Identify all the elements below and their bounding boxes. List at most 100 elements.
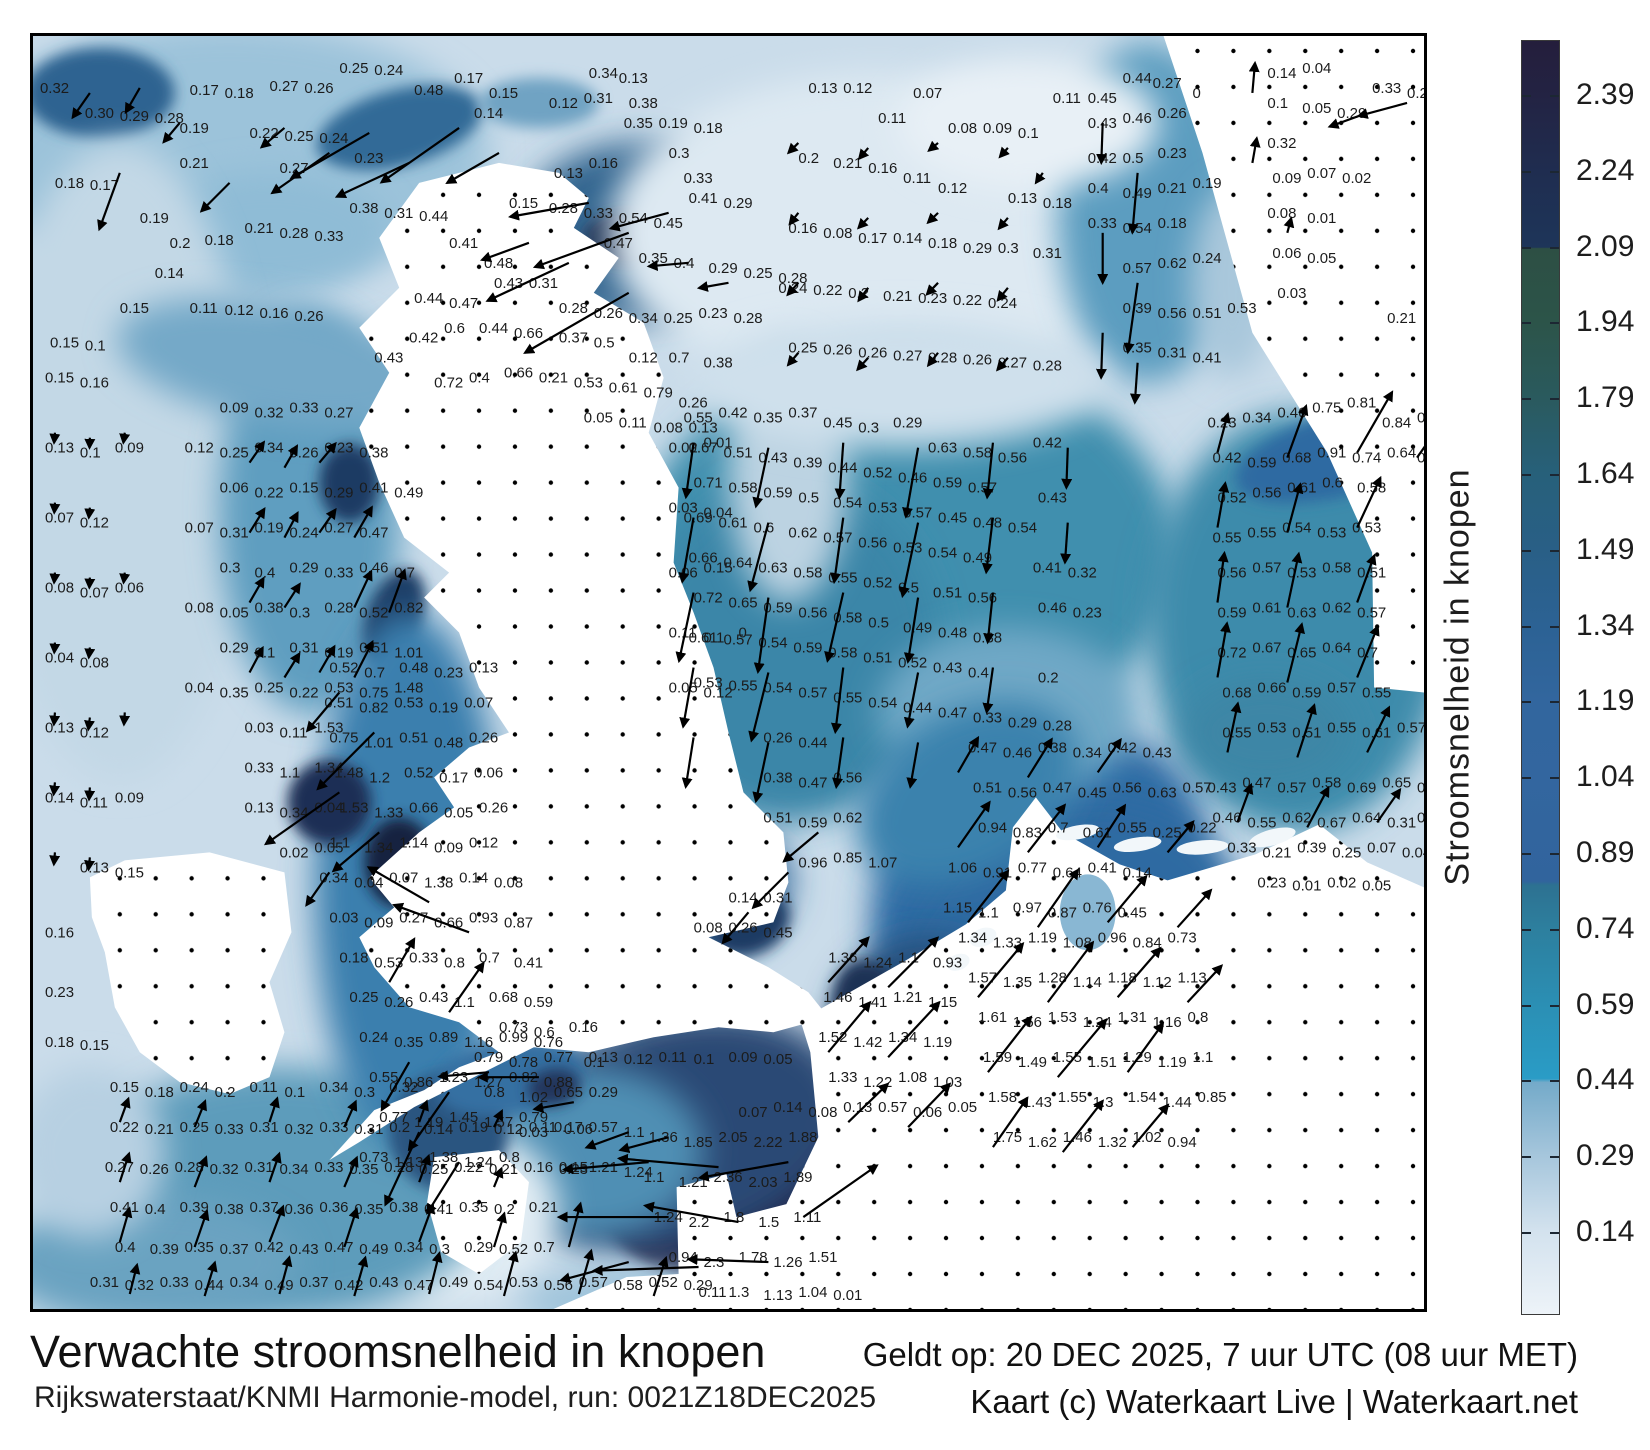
current-value-label: 1.1 <box>624 1124 645 1141</box>
current-arrow <box>1096 737 1122 774</box>
current-value-label: 1.16 <box>464 1034 493 1051</box>
current-value-label: 0.51 <box>1357 565 1386 582</box>
current-value-label: 0.33 <box>409 949 438 966</box>
current-value-label: 0.53 <box>868 500 897 517</box>
current-value-label: 0.43 <box>369 1274 398 1291</box>
current-value-label: 0.53 <box>324 679 353 696</box>
current-value-label: 0.42 <box>1108 739 1137 756</box>
current-arrow <box>1216 481 1230 528</box>
current-value-label: 0.35 <box>459 1199 488 1216</box>
current-arrow <box>987 1015 1033 1073</box>
current-value-label: 0.03 <box>1277 285 1306 302</box>
current-value-label: 0.19 <box>659 115 688 132</box>
current-value-label: 0.82 <box>359 699 388 716</box>
current-value-label: 0.14 <box>1267 65 1296 82</box>
current-value-label: 1.1 <box>898 949 919 966</box>
current-arrow <box>748 672 770 743</box>
current-arrow <box>119 432 131 445</box>
colorbar-tick <box>1550 853 1559 855</box>
current-value-label: 0.96 <box>1098 929 1127 946</box>
current-value-label: 0.26 <box>594 305 623 322</box>
current-value-label: 0.35 <box>220 684 249 701</box>
current-value-label: 0.25 <box>664 310 693 327</box>
current-value-label: 0.27 <box>105 1159 134 1176</box>
current-arrow <box>84 717 95 732</box>
current-arrow <box>1061 1099 1105 1153</box>
current-value-label: 0.05 <box>314 839 343 856</box>
current-value-label: 0.11 <box>699 1284 727 1301</box>
current-value-label: 0.09 <box>983 120 1012 137</box>
current-value-label: 0.06 <box>564 1121 593 1138</box>
current-value-label: 0.34 <box>589 65 618 82</box>
current-arrow <box>448 961 485 1013</box>
current-value-label: 0.07 <box>45 510 74 527</box>
current-value-label: 0.19 <box>140 210 169 227</box>
field-blob <box>116 297 433 428</box>
current-value-label: 0.12 <box>185 440 214 457</box>
colorbar-tick <box>1550 95 1559 97</box>
current-arrow <box>887 1000 941 1058</box>
current-value-label: 0.62 <box>788 525 817 542</box>
current-value-label: 0.65 <box>554 1084 583 1101</box>
current-value-label: 0.58 <box>833 610 862 627</box>
current-arrow <box>305 871 331 907</box>
field-blob <box>30 48 175 138</box>
current-value-label: 0.11 <box>80 794 108 811</box>
current-value-label: 1.44 <box>1163 1094 1192 1111</box>
current-value-label: 0.18 <box>145 1084 174 1101</box>
current-value-label: 1.8 <box>724 1209 745 1226</box>
current-value-label: 0.23 <box>45 984 74 1001</box>
current-value-label: 0.26 <box>823 342 852 359</box>
colorbar-tick <box>1522 1156 1531 1159</box>
current-arrow <box>263 791 340 846</box>
current-value-label: 0.57 <box>1123 260 1152 277</box>
current-value-label: 0.28 <box>155 110 184 127</box>
current-value-label: 0.61 <box>1287 480 1316 497</box>
current-value-label: 0.29 <box>464 1239 493 1256</box>
current-value-label: 0.35 <box>354 1201 383 1218</box>
current-value-label: 1.85 <box>684 1134 713 1151</box>
current-value-label: 0.76 <box>534 1034 563 1051</box>
current-value-label: 0.55 <box>1222 724 1251 741</box>
current-value-label: 0.13 <box>689 420 718 437</box>
current-value-label: 0.31 <box>1387 814 1416 831</box>
current-arrow <box>616 1153 719 1169</box>
current-value-label: 0.23 <box>1158 145 1187 162</box>
current-arrow <box>591 1264 699 1276</box>
current-value-label: 1.46 <box>823 989 852 1006</box>
current-value-label: 0.26 <box>294 308 323 325</box>
current-value-label: 0.3 <box>669 145 690 162</box>
current-arrow <box>479 241 530 263</box>
current-value-label: 0.25 <box>788 340 817 357</box>
current-value-label: 0.43 <box>289 1241 318 1258</box>
current-value-label: 0.37 <box>299 1274 328 1291</box>
current-value-label: 0.51 <box>863 649 892 666</box>
current-arrow <box>353 505 373 539</box>
current-value-label: 0.22 <box>289 684 318 701</box>
current-value-label: 0.02 <box>669 440 698 457</box>
current-value-label: 0.1 <box>694 1051 715 1068</box>
current-arrow <box>1356 624 1380 678</box>
current-value-label: 0.08 <box>1267 205 1296 222</box>
current-arrow <box>721 911 750 945</box>
wadden-island <box>969 927 997 948</box>
current-value-label: 0.23 <box>918 290 947 307</box>
current-arrow <box>532 231 630 270</box>
current-value-label: 0.31 <box>90 1274 119 1291</box>
current-value-label: 1.18 <box>1108 969 1137 986</box>
current-value-label: 0.64 <box>1322 640 1351 657</box>
current-value-label: 0.12 <box>80 515 109 532</box>
current-value-label: 0.7 <box>669 350 690 367</box>
current-value-label: 0.23 <box>1207 415 1236 432</box>
current-value-label: 0.14 <box>459 869 488 886</box>
value-labels: 0.320.30 0.29 0.280.17 0.18 0.27 0.260.25 0.24… <box>40 60 1427 1304</box>
current-arrow <box>1116 946 1162 998</box>
current-arrow <box>1026 737 1053 779</box>
current-arrow <box>996 287 1009 302</box>
current-value-label: 0.07 <box>738 1104 767 1121</box>
current-arrow <box>97 172 121 232</box>
current-value-label: 0.57 <box>968 480 997 497</box>
current-arrow <box>49 432 61 445</box>
current-value-label: 0.57 <box>724 632 753 649</box>
current-value-label: 0.68 <box>1222 684 1251 701</box>
